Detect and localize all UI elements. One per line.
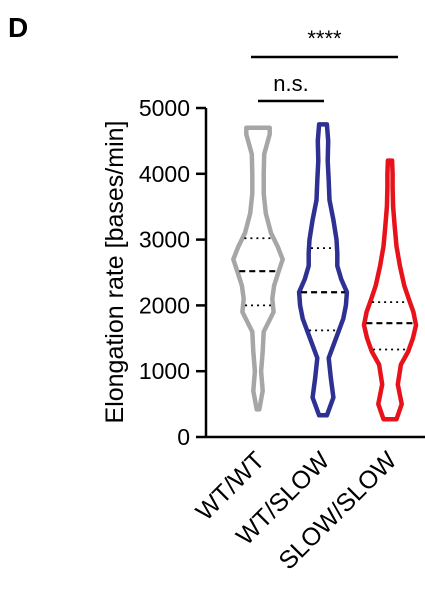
violin-wt-slow: [296, 122, 350, 418]
y-tick-label: 4000: [139, 161, 190, 187]
x-tick-label: SLOW/SLOW: [273, 446, 402, 575]
y-tick-label: 3000: [139, 227, 190, 253]
panel-label: D: [8, 12, 28, 43]
y-ticks: 0 1000 2000 3000 4000 5000: [139, 95, 206, 450]
violin-slow-slow: [361, 158, 419, 422]
y-tick-label: 5000: [139, 95, 190, 121]
y-tick-label: 1000: [139, 358, 190, 384]
y-tick-label: 2000: [139, 292, 190, 318]
significance-annotations: n.s. ****: [251, 26, 398, 103]
violin-wt-wt: [231, 125, 285, 412]
axes: [204, 108, 425, 439]
violin-outline: [296, 122, 350, 418]
significance-label: ****: [307, 26, 342, 51]
violins: [231, 122, 419, 422]
y-tick-label: 0: [177, 424, 190, 450]
violin-outline: [231, 125, 285, 412]
violin-outline: [361, 158, 419, 422]
y-axis-label: Elongation rate [bases/min]: [101, 121, 129, 424]
significance-label: n.s.: [273, 71, 308, 96]
